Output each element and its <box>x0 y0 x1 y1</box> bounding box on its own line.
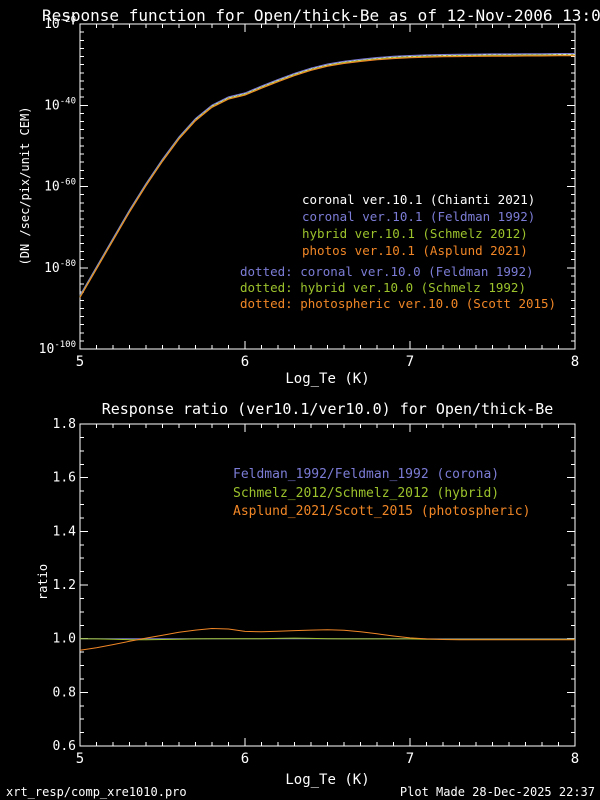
legend-item-ratio-photospheric: Asplund_2021/Scott_2015 (photospheric) <box>233 504 531 519</box>
svg-text:7: 7 <box>406 354 414 370</box>
svg-text:10-40: 10-40 <box>44 96 76 113</box>
bottom-chart-y-axis-label: ratio <box>36 563 50 601</box>
svg-text:10-100: 10-100 <box>39 340 76 357</box>
bottom-chart-x-axis-label: Log_Te (K) <box>285 772 370 788</box>
legend-item-dotted-feldman: dotted: coronal ver.10.0 (Feldman 1992) <box>240 264 534 279</box>
legend-item-feldman: coronal ver.10.1 (Feldman 1992) <box>302 209 536 224</box>
legend-item-dotted-scott: dotted: photospheric ver.10.0 (Scott 201… <box>240 296 557 311</box>
bottom-chart-legend: Feldman_1992/Feldman_1992 (corona) Schme… <box>233 466 530 522</box>
svg-text:1.4: 1.4 <box>53 524 77 539</box>
bottom-chart-title: Response ratio (ver10.1/ver10.0) for Ope… <box>101 400 554 418</box>
plot-made-timestamp: Plot Made 28-Dec-2025 22:37 <box>399 785 595 799</box>
svg-text:6: 6 <box>241 354 249 370</box>
svg-text:8: 8 <box>571 354 579 370</box>
top-chart-legend-dotted: dotted: coronal ver.10.0 (Feldman 1992) … <box>240 264 556 312</box>
top-chart-x-axis-label: Log_Te (K) <box>285 371 370 387</box>
legend-item-ratio-corona: Feldman_1992/Feldman_1992 (corona) <box>233 467 500 482</box>
program-path-text: xrt_resp/comp_xre1010.pro <box>6 785 187 799</box>
legend-item-asplund: photos ver.10.1 (Asplund 2021) <box>302 243 528 258</box>
top-chart-title: Response function for Open/thick-Be as o… <box>42 6 600 25</box>
svg-text:0.8: 0.8 <box>53 685 76 700</box>
legend-item-ratio-hybrid: Schmelz_2012/Schmelz_2012 (hybrid) <box>233 485 500 501</box>
svg-text:5: 5 <box>76 751 84 767</box>
svg-text:8: 8 <box>571 751 579 767</box>
top-chart-legend-solid: coronal ver.10.1 (Chianti 2021) coronal … <box>302 191 535 259</box>
svg-text:7: 7 <box>406 751 414 767</box>
svg-text:10-60: 10-60 <box>44 178 76 195</box>
top-chart-y-axis-label: (DN /sec/pix/unit CEM) <box>18 106 32 266</box>
svg-text:1.6: 1.6 <box>53 471 76 486</box>
svg-text:6: 6 <box>241 751 249 767</box>
legend-item-dotted-schmelz: dotted: hybrid ver.10.0 (Schmelz 1992) <box>240 280 526 295</box>
svg-text:1.0: 1.0 <box>53 632 76 647</box>
legend-item-chianti: coronal ver.10.1 (Chianti 2021) <box>302 192 536 207</box>
svg-text:10-80: 10-80 <box>44 259 76 276</box>
svg-text:1.8: 1.8 <box>53 417 76 432</box>
svg-text:5: 5 <box>76 354 84 370</box>
legend-item-schmelz: hybrid ver.10.1 (Schmelz 2012) <box>302 226 528 241</box>
svg-text:0.6: 0.6 <box>53 739 76 754</box>
svg-text:1.2: 1.2 <box>53 578 76 593</box>
